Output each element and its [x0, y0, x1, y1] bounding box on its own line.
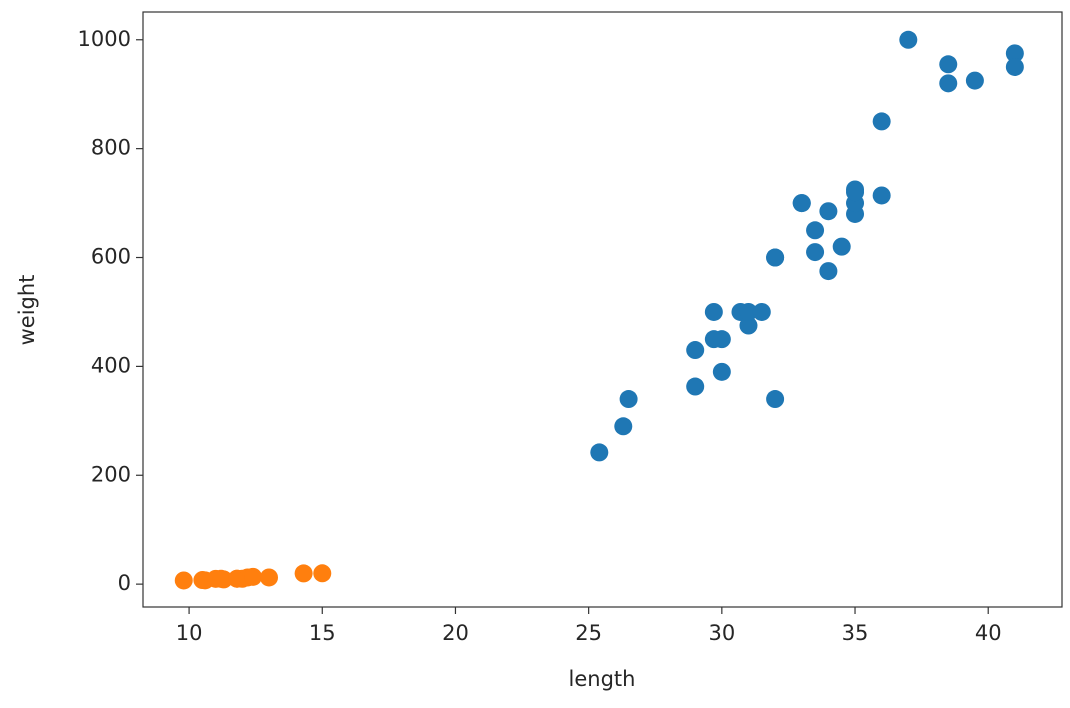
- point: [244, 567, 263, 586]
- x-tick-label: 15: [309, 621, 336, 645]
- y-tick-label: 800: [91, 136, 131, 160]
- point: [806, 221, 825, 240]
- point: [806, 243, 825, 262]
- point: [214, 570, 233, 589]
- x-tick-label: 35: [842, 621, 869, 645]
- point: [614, 417, 633, 436]
- y-tick-label: 0: [118, 571, 131, 595]
- point: [766, 390, 785, 409]
- x-tick-label: 20: [442, 621, 469, 645]
- point: [712, 362, 731, 381]
- x-axis-label: length: [569, 667, 636, 691]
- y-tick-label: 200: [91, 462, 131, 486]
- point: [872, 112, 891, 131]
- point: [792, 194, 811, 213]
- point: [766, 248, 785, 267]
- point: [846, 183, 865, 202]
- point: [174, 571, 193, 590]
- point: [819, 262, 838, 281]
- point: [686, 377, 705, 396]
- point: [752, 302, 771, 321]
- x-tick-label: 25: [575, 621, 602, 645]
- point: [294, 564, 313, 583]
- point: [832, 237, 851, 256]
- point: [259, 568, 278, 587]
- y-tick-label: 600: [91, 245, 131, 269]
- x-tick-label: 40: [975, 621, 1002, 645]
- point: [819, 202, 838, 221]
- x-tick-label: 10: [176, 621, 203, 645]
- point: [590, 443, 609, 462]
- point: [712, 330, 731, 349]
- point: [965, 71, 984, 90]
- y-axis-label: weight: [15, 275, 39, 346]
- plot-frame: [142, 11, 1063, 608]
- x-tick-label: 30: [708, 621, 735, 645]
- point: [704, 302, 723, 321]
- point: [739, 316, 758, 335]
- point: [686, 341, 705, 360]
- point: [939, 55, 958, 74]
- point: [1005, 44, 1024, 63]
- point: [939, 74, 958, 93]
- point: [1005, 57, 1024, 76]
- y-tick-label: 400: [91, 353, 131, 377]
- point: [619, 390, 638, 409]
- point: [872, 186, 891, 205]
- point: [313, 564, 332, 583]
- point: [739, 302, 758, 321]
- point: [899, 30, 918, 49]
- y-tick-label: 1000: [78, 27, 131, 51]
